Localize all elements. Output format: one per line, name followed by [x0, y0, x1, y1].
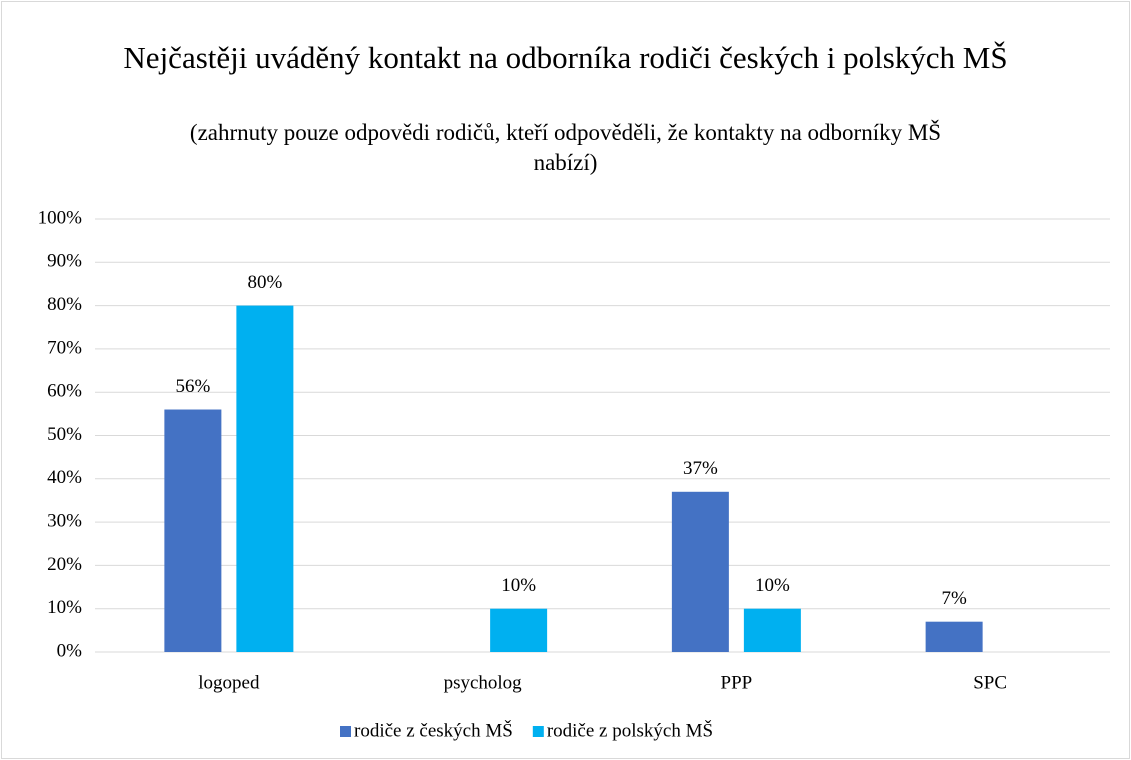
legend-label: rodiče z českých MŠ	[354, 719, 513, 741]
data-label: 10%	[501, 575, 536, 596]
subtitle-box: (zahrnuty pouze odpovědi rodičů, kteří o…	[0, 118, 1131, 178]
bar	[236, 305, 294, 652]
chart-subtitle: (zahrnuty pouze odpovědi rodičů, kteří o…	[189, 120, 942, 175]
data-label: 7%	[941, 588, 967, 609]
legend-swatch	[532, 726, 544, 737]
bar	[743, 608, 801, 652]
legend-label: rodiče z polských MŠ	[547, 719, 713, 741]
y-tick-label: 60%	[47, 381, 82, 402]
y-tick-label: 70%	[47, 337, 82, 358]
data-label: 80%	[247, 272, 282, 293]
x-tick-label: logoped	[198, 672, 260, 693]
y-tick-label: 30%	[47, 510, 82, 531]
data-label: 56%	[175, 376, 210, 397]
y-tick-label: 20%	[47, 554, 82, 575]
y-tick-label: 40%	[47, 467, 82, 488]
bar	[490, 608, 548, 652]
y-tick-label: 90%	[47, 251, 82, 272]
y-tick-label: 80%	[47, 294, 82, 315]
y-tick-label: 100%	[38, 207, 83, 228]
y-tick-label: 50%	[47, 424, 82, 445]
x-tick-label: PPP	[721, 672, 753, 693]
legend-swatch	[340, 726, 351, 737]
data-label: 10%	[755, 575, 790, 596]
chart-title: Nejčastěji uváděný kontakt na odborníka …	[123, 40, 1008, 75]
data-label: 37%	[683, 458, 718, 479]
y-tick-label: 10%	[47, 597, 82, 618]
x-tick-label: SPC	[973, 672, 1007, 693]
bar	[164, 409, 222, 652]
title-box: Nejčastěji uváděný kontakt na odborníka …	[0, 40, 1131, 76]
bar	[671, 491, 729, 652]
x-tick-label: psycholog	[444, 672, 523, 693]
y-tick-label: 0%	[57, 640, 83, 661]
bar	[925, 621, 983, 652]
